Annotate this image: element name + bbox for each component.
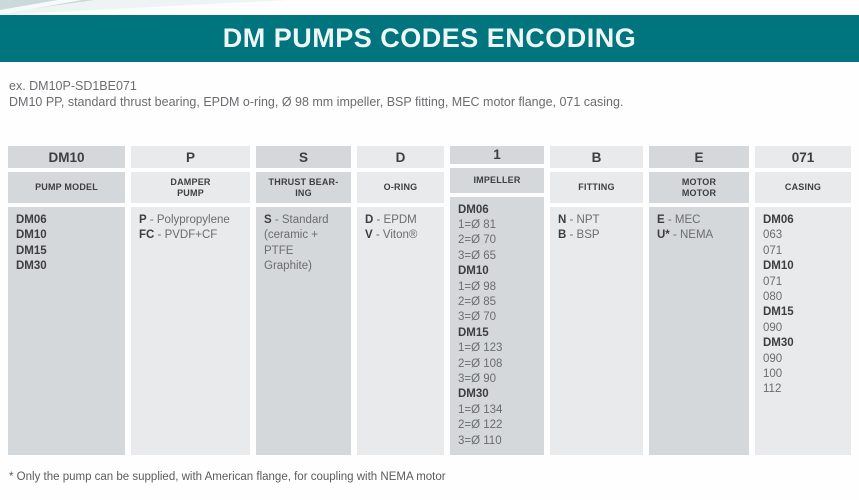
- column-label-cell: CASING: [755, 172, 851, 203]
- body-line: 3=Ø 70: [458, 311, 497, 324]
- body-line: DM10: [458, 265, 489, 278]
- body-line: 090: [763, 321, 783, 334]
- column-label-cell: MOTOR MOTOR: [649, 172, 749, 203]
- body-line: 100: [763, 368, 783, 381]
- body-line: 1=Ø 81: [458, 218, 497, 231]
- column-body-cell: N - NPT B - BSP: [550, 207, 643, 455]
- table-column-thrust-bear-ing: S THRUST BEAR- ING S - Standard (ceramic + PT…: [256, 146, 351, 455]
- column-label-cell: THRUST BEAR- ING: [256, 172, 351, 203]
- body-line: DM06: [458, 203, 489, 216]
- table-column-o-ring: D O-RING D - EPDM V - Viton®: [357, 146, 444, 455]
- body-line: U* - NEMA: [657, 229, 714, 242]
- column-code-cell: DM10: [8, 146, 125, 168]
- column-code-cell: D: [357, 146, 444, 168]
- body-line: 1=Ø 134: [458, 403, 503, 416]
- body-line: 112: [763, 383, 782, 396]
- body-line: DM30: [458, 388, 489, 401]
- body-line: 071: [763, 244, 783, 257]
- column-code-cell: B: [550, 146, 643, 168]
- body-line: DM15: [458, 326, 489, 339]
- column-code-cell: P: [131, 146, 250, 168]
- example-code: ex. DM10P-SD1BE071: [9, 79, 137, 93]
- column-label-cell: O-RING: [357, 172, 444, 203]
- body-line: 090: [763, 352, 783, 365]
- body-line: DM10: [763, 260, 794, 273]
- table-column-impeller: 1 IMPELLER DM06 1=Ø 81 2=Ø 70 3=Ø 65 DM10 1=Ø 9…: [450, 146, 544, 455]
- body-line: 3=Ø 90: [458, 372, 497, 385]
- body-line: DM15: [16, 244, 47, 257]
- table-column-casing: 071 CASING DM06 063 071 DM10 071 080 DM15 090 DM30…: [755, 146, 851, 455]
- body-line: DM30: [763, 337, 794, 350]
- body-line: FC - PVDF+CF: [139, 229, 218, 242]
- body-line: DM30: [16, 260, 47, 273]
- body-line: P - Polypropylene: [139, 214, 230, 226]
- table-column-fitting: B FITTING N - NPT B - BSP: [550, 146, 643, 455]
- column-label-cell: FITTING: [550, 172, 643, 203]
- table-column-damper-pump: P DAMPER PUMP P - Polypropylene FC - PVDF+CF: [131, 146, 250, 455]
- body-line: 2=Ø 108: [458, 357, 503, 370]
- body-line: 2=Ø 85: [458, 295, 497, 308]
- body-line: 071: [763, 275, 783, 288]
- body-line: 063: [763, 229, 783, 242]
- column-body-cell: E - MEC U* - NEMA: [649, 207, 749, 455]
- table-column-motor-motor: E MOTOR MOTOR E - MEC U* - NEMA: [649, 146, 749, 455]
- body-line: 3=Ø 65: [458, 249, 497, 262]
- column-code-cell: S: [256, 146, 351, 168]
- body-line: B - BSP: [558, 229, 600, 242]
- page-corner-decoration: [0, 0, 290, 15]
- column-body-cell: D - EPDM V - Viton®: [357, 207, 444, 455]
- example-block: ex. DM10P-SD1BE071 DM10 PP, standard thr…: [9, 78, 850, 110]
- footnote: * Only the pump can be supplied, with Am…: [9, 471, 446, 483]
- body-line: 2=Ø 70: [458, 234, 497, 247]
- column-label-cell: IMPELLER: [450, 167, 544, 193]
- column-label-cell: PUMP MODEL: [8, 172, 125, 203]
- body-line: 2=Ø 122: [458, 419, 503, 432]
- example-description: DM10 PP, standard thrust bearing, EPDM o…: [9, 95, 624, 109]
- body-line: DM10: [16, 229, 47, 242]
- column-body-cell: S - Standard (ceramic + PTFE Graphite): [256, 207, 351, 455]
- body-line: 1=Ø 123: [458, 342, 503, 355]
- body-line: 1=Ø 98: [458, 280, 497, 293]
- body-line: DM06: [16, 214, 47, 226]
- body-line: PTFE Graphite): [264, 244, 312, 273]
- body-line: 080: [763, 291, 783, 304]
- body-line: 3=Ø 110: [458, 434, 502, 447]
- body-line: D - EPDM: [365, 214, 417, 226]
- column-code-cell: E: [649, 146, 749, 168]
- codes-table: DM10 PUMP MODEL DM06 DM10 DM15 DM30 P DAMPER PUM…: [8, 146, 851, 455]
- title-banner: DM PUMPS CODES ENCODING: [0, 15, 859, 62]
- column-label-cell: DAMPER PUMP: [131, 172, 250, 203]
- body-line: V - Viton®: [365, 229, 418, 242]
- body-line: E - MEC: [657, 214, 701, 226]
- page-title: DM PUMPS CODES ENCODING: [222, 23, 637, 53]
- column-body-cell: P - Polypropylene FC - PVDF+CF: [131, 207, 250, 455]
- body-line: DM15: [763, 306, 794, 319]
- table-column-pump-model: DM10 PUMP MODEL DM06 DM10 DM15 DM30: [8, 146, 125, 455]
- body-line: S - Standard: [264, 214, 329, 226]
- body-line: N - NPT: [558, 214, 600, 226]
- column-code-cell: 071: [755, 146, 851, 168]
- column-body-cell: DM06 063 071 DM10 071 080 DM15 090 DM30 090 100 112: [755, 207, 851, 455]
- body-line: (ceramic +: [264, 229, 318, 242]
- column-body-cell: DM06 1=Ø 81 2=Ø 70 3=Ø 65 DM10 1=Ø 98 2=Ø 85 3=…: [450, 196, 544, 455]
- column-code-cell: 1: [450, 146, 544, 164]
- column-body-cell: DM06 DM10 DM15 DM30: [8, 207, 125, 455]
- body-line: DM06: [763, 214, 794, 226]
